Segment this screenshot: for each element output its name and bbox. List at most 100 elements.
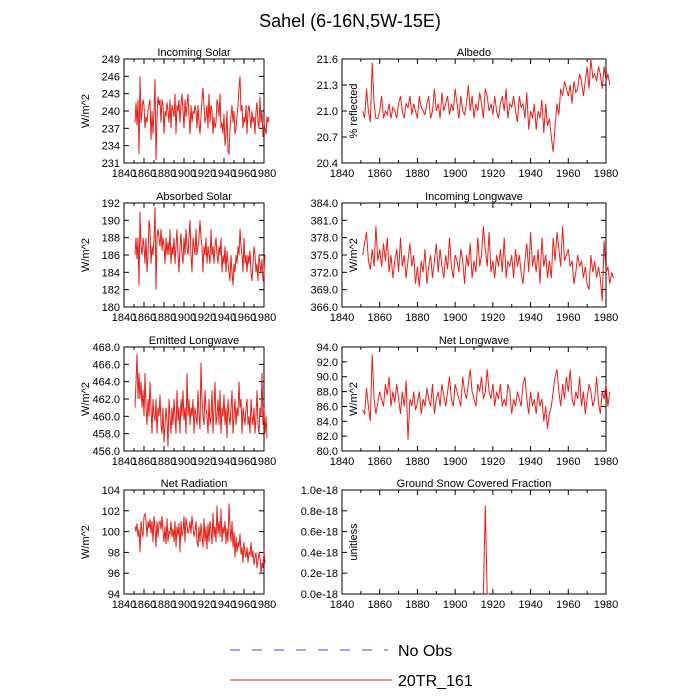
y-tick-label: 384.0 xyxy=(310,198,338,210)
panel-emitted-longwave: Emitted Longwave W/m^2 1840186018801900192… xyxy=(80,335,276,468)
panel-title: Incoming Solar xyxy=(157,47,231,59)
y-tick-label: 234 xyxy=(102,141,120,153)
y-tick-label: 190 xyxy=(102,215,120,227)
panel-title: Net Longwave xyxy=(439,335,509,347)
x-tick-label: 1980 xyxy=(594,312,618,324)
y-tick-label: 464.0 xyxy=(92,377,120,389)
x-tick-label: 1900 xyxy=(172,599,196,611)
legend-label-20tr-161: 20TR_161 xyxy=(398,673,473,690)
x-tick-label: 1960 xyxy=(556,599,580,611)
y-tick-label: 21.0 xyxy=(317,106,338,118)
panel-frame xyxy=(123,489,265,595)
y-tick-label: 381.0 xyxy=(310,215,338,227)
y-tick-label: 182 xyxy=(102,285,120,297)
x-tick-label: 1940 xyxy=(212,168,236,180)
x-tick-label: 1920 xyxy=(192,599,216,611)
x-tick-label: 1960 xyxy=(232,168,256,180)
panel-title: Incoming Longwave xyxy=(425,191,523,203)
y-tick-label: 184 xyxy=(102,267,120,279)
x-tick-label: 1840 xyxy=(330,312,354,324)
legend-label-no-obs: No Obs xyxy=(398,643,452,660)
y-tick-label: 90.0 xyxy=(317,372,338,384)
x-tick-label: 1860 xyxy=(132,312,156,324)
y-axis-label: W/m^2 xyxy=(80,94,92,128)
y-tick-label: 21.3 xyxy=(317,80,338,92)
x-tick-label: 1840 xyxy=(330,168,354,180)
y-tick-label: 180 xyxy=(102,302,120,314)
y-tick-label: 188 xyxy=(102,233,120,245)
legend: No Obs 20TR_161 xyxy=(230,643,473,690)
y-tick-label: 246 xyxy=(102,71,120,83)
y-tick-label: 0.0e-18 xyxy=(301,589,338,601)
x-tick-label: 1880 xyxy=(405,456,429,468)
y-tick-label: 0.8e-18 xyxy=(301,506,338,518)
x-tick-label: 1980 xyxy=(252,599,276,611)
x-tick-label: 1900 xyxy=(443,312,467,324)
y-tick-label: 462.0 xyxy=(92,394,120,406)
x-tick-label: 1920 xyxy=(481,456,505,468)
panel-title: Net Radiation xyxy=(161,478,228,490)
x-tick-label: 1840 xyxy=(330,599,354,611)
x-tick-label: 1960 xyxy=(232,312,256,324)
x-tick-label: 1940 xyxy=(518,599,542,611)
y-axis-label: W/m^2 xyxy=(80,238,92,272)
x-tick-label: 1880 xyxy=(405,312,429,324)
series-line-20tr-161 xyxy=(362,226,614,302)
y-axis-label: W/m^2 xyxy=(348,238,360,272)
x-tick-label: 1860 xyxy=(367,599,391,611)
y-tick-label: 240 xyxy=(102,106,120,118)
panel-ground-snow-covered-fraction: Ground Snow Covered Fraction unitless 1840… xyxy=(301,478,619,611)
panel-net-radiation: Net RadiationW/m^21840186018801900192019… xyxy=(80,478,276,611)
x-tick-label: 1840 xyxy=(330,456,354,468)
x-tick-label: 1960 xyxy=(232,599,256,611)
y-tick-label: 468.0 xyxy=(92,342,120,354)
x-tick-label: 1940 xyxy=(212,312,236,324)
x-tick-label: 1880 xyxy=(152,168,176,180)
series-line-20tr-161 xyxy=(134,207,266,290)
y-axis-label: unitless xyxy=(348,523,360,561)
x-tick-label: 1920 xyxy=(192,456,216,468)
panel-net-longwave: Net Longwave W/m^2 1840 1860 1880 1900 1920 194… xyxy=(317,335,619,468)
y-tick-label: 94.0 xyxy=(317,342,338,354)
y-tick-label: 237 xyxy=(102,123,120,135)
x-tick-label: 1900 xyxy=(172,312,196,324)
x-tick-label: 1880 xyxy=(405,168,429,180)
series-line-20tr-161 xyxy=(482,505,490,595)
y-axis-label: % reflected xyxy=(348,83,360,138)
y-tick-label: 249 xyxy=(102,54,120,66)
y-tick-label: 186 xyxy=(102,250,120,262)
y-tick-label: 20.7 xyxy=(317,132,338,144)
x-tick-label: 1860 xyxy=(132,599,156,611)
x-tick-label: 1960 xyxy=(556,456,580,468)
y-tick-label: 0.2e-18 xyxy=(301,568,338,580)
y-tick-label: 86.0 xyxy=(317,401,338,413)
y-tick-label: 231 xyxy=(102,158,120,170)
y-tick-label: 466.0 xyxy=(92,359,120,371)
y-tick-label: 375.0 xyxy=(310,250,338,262)
x-tick-label: 1900 xyxy=(443,599,467,611)
series-line-20tr-161 xyxy=(362,354,611,440)
panel-title: Ground Snow Covered Fraction xyxy=(397,478,552,490)
x-tick-label: 1840 xyxy=(112,312,136,324)
x-tick-label: 1920 xyxy=(192,168,216,180)
panel-incoming-solar: Incoming SolarW/m^2184018601880190019201… xyxy=(80,47,276,180)
x-tick-label: 1840 xyxy=(112,456,136,468)
x-tick-label: 1900 xyxy=(172,168,196,180)
panel-incoming-longwave: Incoming Longwave W/m^2 1840 1860 1880 1900 19… xyxy=(310,191,618,324)
panels: Incoming SolarW/m^2184018601880190019201… xyxy=(80,47,618,611)
y-tick-label: 94 xyxy=(108,589,120,601)
x-tick-label: 1880 xyxy=(152,312,176,324)
y-tick-label: 84.0 xyxy=(317,416,338,428)
panel-albedo: Albedo % reflected 1840 1860 1880 1900 1920 194… xyxy=(317,47,619,180)
y-tick-label: 1.0e-18 xyxy=(301,485,338,497)
y-tick-label: 366.0 xyxy=(310,302,338,314)
x-tick-label: 1940 xyxy=(518,168,542,180)
series-line-20tr-161 xyxy=(134,76,270,161)
series-line-20tr-161 xyxy=(362,58,611,152)
x-tick-label: 1960 xyxy=(556,168,580,180)
x-tick-label: 1940 xyxy=(212,456,236,468)
x-tick-label: 1940 xyxy=(212,599,236,611)
x-tick-label: 1980 xyxy=(594,456,618,468)
y-tick-label: 456.0 xyxy=(92,446,120,458)
